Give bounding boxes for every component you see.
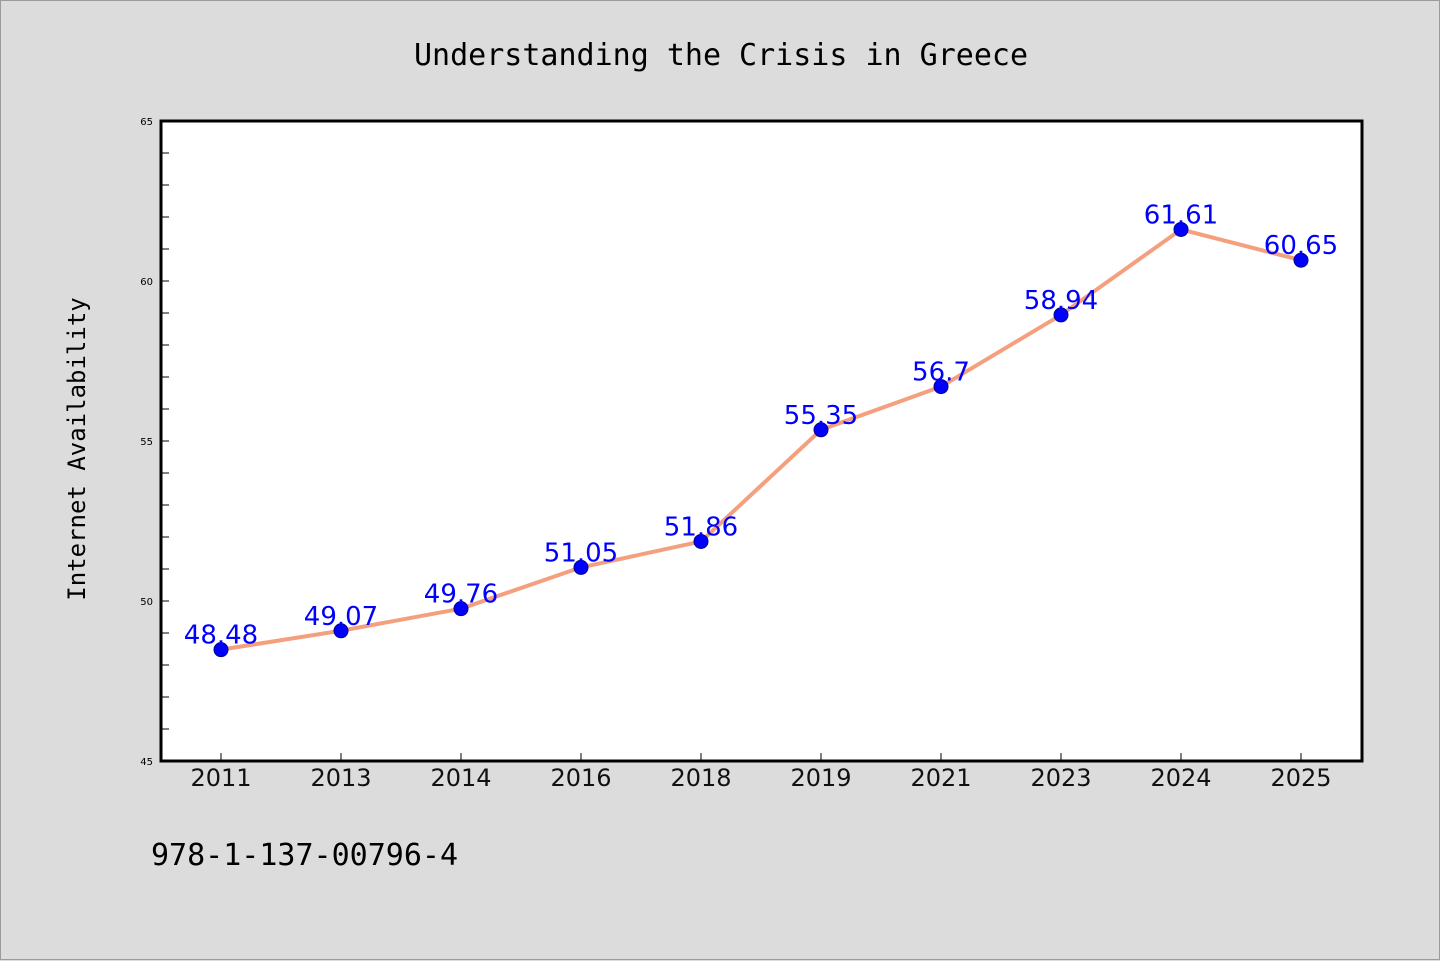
x-tick-label: 2023: [1030, 764, 1091, 792]
data-label: 58.94: [1024, 286, 1098, 316]
data-point: [1293, 252, 1309, 268]
chart-title: Understanding the Crisis in Greece: [414, 38, 1028, 73]
data-point: [213, 642, 229, 658]
series-line: [220, 227, 1302, 652]
y-tick-label: 55: [140, 437, 153, 448]
x-tick-label: 2013: [310, 764, 371, 792]
data-point: [1173, 221, 1189, 237]
data-label: 49.07: [304, 602, 378, 632]
data-label: 48.48: [184, 621, 258, 651]
x-tick-label: 2019: [790, 764, 851, 792]
x-axis: 2011 2013 2014 2016 2018 2019 2021 2023 2024 2025: [190, 753, 1332, 792]
x-tick-label: 2011: [190, 764, 251, 792]
x-tick-label: 2024: [1150, 764, 1211, 792]
y-axis-label: Internet Availability: [63, 297, 91, 600]
data-label: 51.05: [544, 538, 618, 568]
data-label: 55.35: [784, 401, 858, 431]
data-label: 60.65: [1264, 231, 1338, 261]
data-point: [333, 623, 349, 639]
data-point: [693, 533, 709, 549]
x-tick-label: 2018: [670, 764, 731, 792]
plot-border: [159, 119, 1364, 763]
data-point: [933, 379, 949, 395]
data-point: [813, 422, 829, 438]
y-tick-label: 60: [140, 277, 153, 288]
plot-area: [161, 121, 1362, 761]
x-tick-label: 2025: [1270, 764, 1331, 792]
data-label: 51.86: [664, 512, 738, 542]
data-label: 49.76: [424, 580, 498, 610]
data-markers: [213, 221, 1309, 658]
y-tick-label: 65: [140, 117, 153, 128]
isbn-footer: 978-1-137-00796-4: [151, 838, 458, 873]
data-point: [1053, 307, 1069, 323]
data-label: 56.7: [912, 358, 970, 388]
data-point: [573, 559, 589, 575]
data-labels: 48.48 49.07 49.76 51.05 51.86 55.35 56.7 58.94 6…: [184, 200, 1338, 650]
y-tick-label: 50: [140, 597, 153, 608]
data-label: 61.61: [1144, 200, 1218, 230]
x-tick-label: 2021: [910, 764, 971, 792]
x-tick-label: 2014: [430, 764, 491, 792]
x-tick-label: 2016: [550, 764, 611, 792]
y-tick-label: 45: [140, 757, 153, 768]
data-point: [453, 601, 469, 617]
